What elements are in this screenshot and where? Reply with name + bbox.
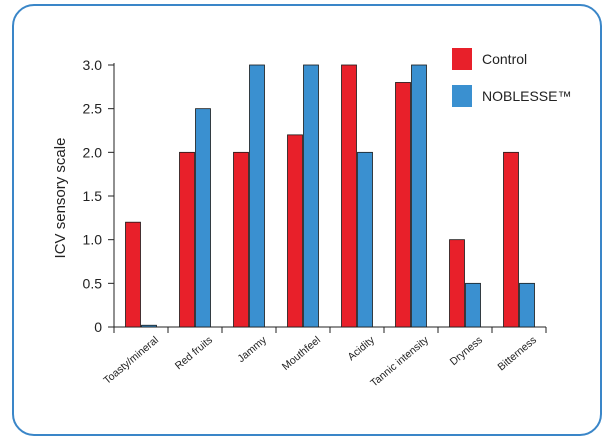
x-category-label: Acidity <box>346 334 378 364</box>
legend: Control NOBLESSE™ <box>452 48 571 107</box>
legend-label-control: Control <box>482 51 527 67</box>
y-tick-label: 0 <box>94 319 102 335</box>
bar-noblesse <box>519 282 535 328</box>
bar-control <box>503 151 519 328</box>
bar-control <box>395 82 411 328</box>
bar-chart: 0 0.5 1.0 1.5 2.0 2.5 3.0 Toasty/mineral Red fr… <box>52 48 571 390</box>
x-category-label: Bitterness <box>495 334 538 373</box>
y-tick-label: 3.0 <box>83 57 103 73</box>
bar-control <box>341 64 357 328</box>
bar-control <box>233 151 249 328</box>
y-tick-label: 1.0 <box>83 232 103 248</box>
bars <box>125 64 535 328</box>
bar-control <box>179 151 195 328</box>
legend-swatch-control <box>452 48 472 70</box>
legend-swatch-noblesse <box>452 85 472 107</box>
bar-noblesse <box>249 64 265 328</box>
y-axis-label: ICV sensory scale <box>52 138 69 259</box>
y-axis: 0 0.5 1.0 1.5 2.0 2.5 3.0 <box>83 57 115 335</box>
legend-label-noblesse: NOBLESSE™ <box>482 88 571 104</box>
x-category-label: Red fruits <box>173 334 215 372</box>
bar-noblesse <box>141 324 157 328</box>
y-tick-label: 0.5 <box>83 275 103 291</box>
bar-control <box>287 134 303 328</box>
y-tick-label: 2.0 <box>83 144 103 160</box>
x-category-label: Tannic intensity <box>368 334 431 390</box>
x-category-label: Dryness <box>448 334 485 368</box>
y-tick-label: 2.5 <box>83 101 103 117</box>
x-category-label: Toasty/mineral <box>101 334 161 387</box>
bar-control <box>125 221 141 328</box>
bar-noblesse <box>195 108 211 328</box>
bar-noblesse <box>303 64 319 328</box>
x-category-label: Mouthfeel <box>280 334 323 373</box>
bar-noblesse <box>465 282 481 328</box>
x-category-label: Jammy <box>235 334 269 365</box>
bar-control <box>449 239 465 328</box>
bar-noblesse <box>411 64 427 328</box>
y-tick-label: 1.5 <box>83 188 103 204</box>
bar-noblesse <box>357 151 373 328</box>
x-axis: Toasty/mineral Red fruits Jammy Mouthfeel Ac… <box>101 326 547 390</box>
